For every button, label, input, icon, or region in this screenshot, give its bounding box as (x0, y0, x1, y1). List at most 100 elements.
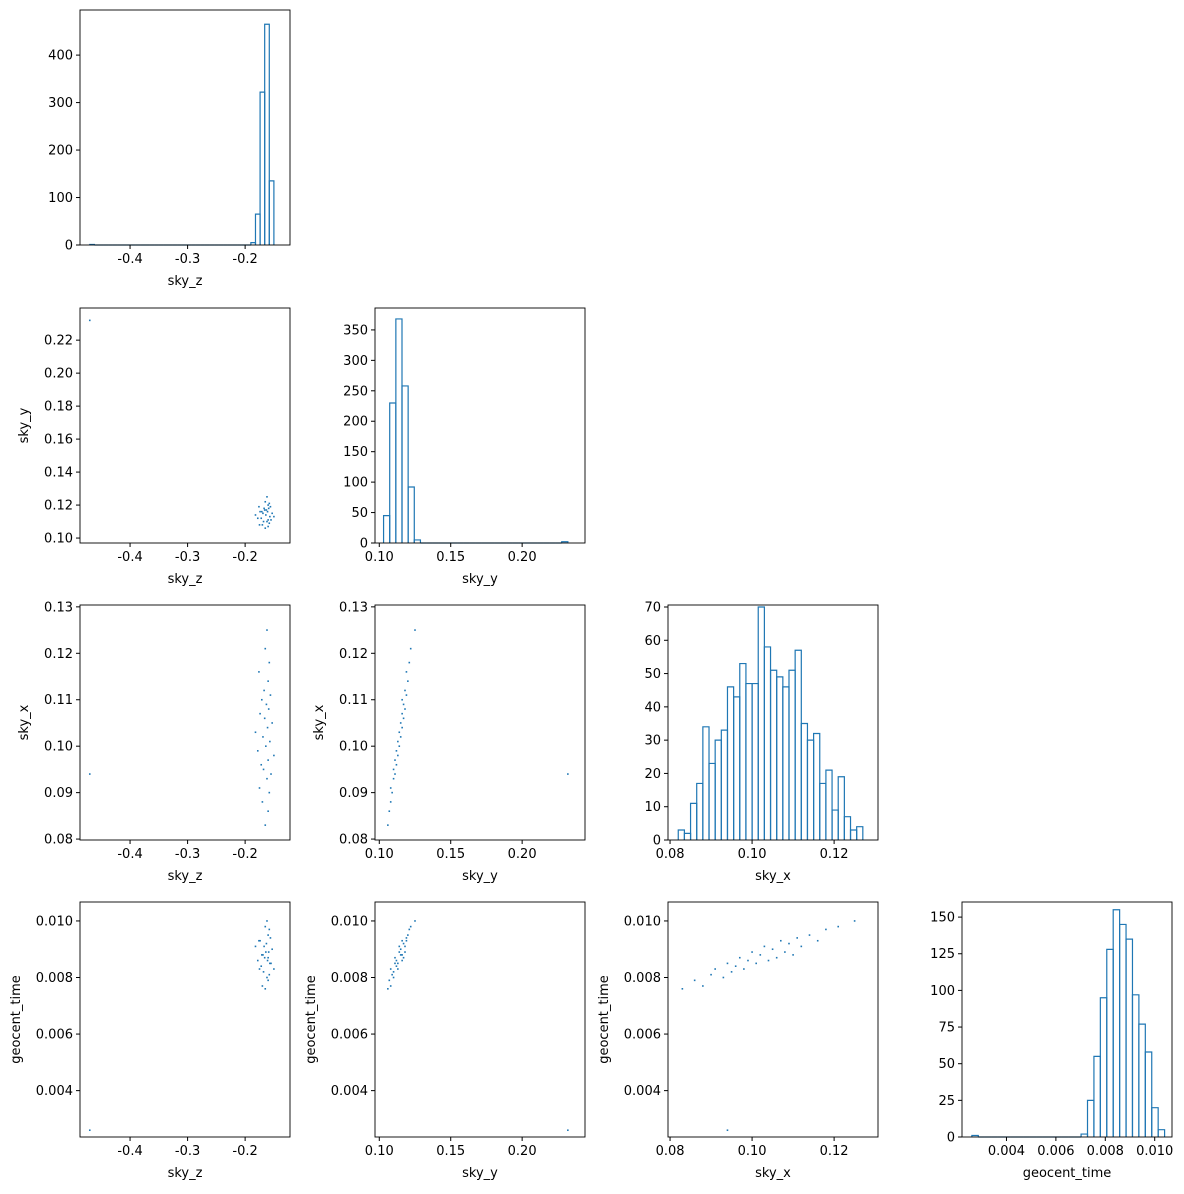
point (261, 954, 263, 956)
y-tick-label: 0.09 (44, 786, 73, 801)
point (406, 940, 408, 942)
hist-step (1107, 949, 1113, 1137)
hist-step (1158, 1130, 1164, 1137)
point (682, 988, 684, 990)
point (270, 519, 272, 521)
point (396, 764, 398, 766)
point (268, 503, 270, 505)
point (264, 718, 266, 720)
y-tick-label: 100 (48, 191, 73, 206)
point (255, 731, 257, 733)
point (267, 526, 269, 528)
point (262, 524, 264, 526)
y-tick-label: 0.18 (44, 400, 73, 415)
y-tick-label: 0 (65, 239, 73, 254)
point (394, 963, 396, 965)
hist-step (414, 540, 420, 543)
point (403, 704, 405, 706)
point (394, 759, 396, 761)
point (266, 521, 268, 523)
point (393, 769, 395, 771)
point (263, 971, 265, 973)
point (268, 929, 270, 931)
point (273, 968, 275, 970)
point (401, 713, 403, 715)
y-tick-label: 150 (930, 911, 955, 926)
point (776, 957, 778, 959)
point (403, 718, 405, 720)
point (260, 965, 262, 967)
hist-step (851, 830, 857, 840)
hist-step (1100, 998, 1106, 1137)
point (410, 648, 412, 650)
hist-step (390, 403, 396, 543)
point (271, 513, 273, 515)
point (837, 926, 839, 928)
y-tick-label: 0.004 (36, 1084, 73, 1099)
hist-step (727, 687, 733, 840)
point (270, 506, 272, 508)
y-axis-label: geocent_time (9, 975, 24, 1064)
point (267, 960, 269, 962)
x-tick-label: -0.2 (232, 252, 257, 267)
point (268, 792, 270, 794)
point (393, 778, 395, 780)
point (390, 787, 392, 789)
point (759, 954, 761, 956)
point (396, 965, 398, 967)
point (801, 946, 803, 948)
point (391, 792, 393, 794)
y-axis-label: geocent_time (304, 975, 319, 1064)
point (387, 824, 389, 826)
point (260, 517, 262, 519)
hist-step (715, 740, 721, 840)
hist-step (1088, 1100, 1094, 1137)
point (259, 524, 261, 526)
x-axis-label: sky_x (755, 869, 791, 884)
x-tick-label: -0.4 (117, 847, 142, 862)
y-tick-label: 60 (644, 634, 661, 649)
y-tick-label: 0.006 (624, 1028, 661, 1043)
point (268, 508, 270, 510)
hist-step (384, 516, 390, 543)
point (258, 671, 260, 673)
point (567, 1129, 569, 1131)
point (825, 929, 827, 931)
y-tick-label: 0.08 (44, 833, 73, 848)
y-tick-label: 300 (48, 96, 73, 111)
x-tick-label: 0.12 (820, 847, 849, 862)
point (408, 929, 410, 931)
y-tick-label: 0.008 (624, 971, 661, 986)
point (270, 694, 272, 696)
point (809, 934, 811, 936)
point (264, 527, 266, 529)
hist-step (408, 487, 414, 543)
point (266, 920, 268, 922)
y-tick-label: 100 (930, 984, 955, 999)
point (257, 517, 259, 519)
point (401, 960, 403, 962)
point (267, 957, 269, 959)
point (393, 977, 395, 979)
y-tick-label: 0.010 (624, 914, 661, 929)
point (414, 920, 416, 922)
point (267, 504, 269, 506)
point (264, 501, 266, 503)
x-axis-label: sky_z (168, 572, 203, 587)
x-tick-label: -0.3 (175, 1144, 200, 1159)
point (267, 519, 269, 521)
hist-step (1152, 1108, 1158, 1137)
y-tick-label: 0.008 (36, 971, 73, 986)
x-tick-label: 0.10 (365, 847, 394, 862)
hist-step (709, 763, 715, 840)
point (714, 968, 716, 970)
hist-step (814, 733, 820, 840)
point (414, 629, 416, 631)
point (269, 516, 271, 518)
point (404, 708, 406, 710)
point (397, 968, 399, 970)
y-tick-label: 125 (930, 947, 955, 962)
point (267, 980, 269, 982)
y-tick-label: 0.10 (44, 740, 73, 755)
point (768, 960, 770, 962)
